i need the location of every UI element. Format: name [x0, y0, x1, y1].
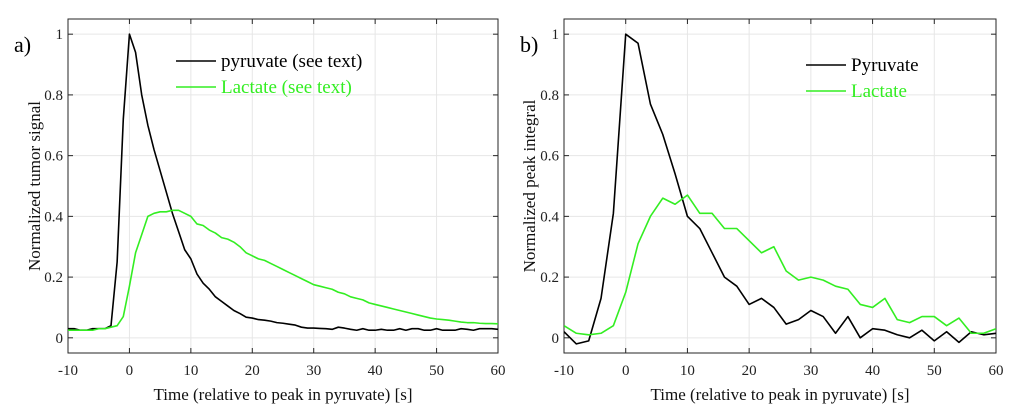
x-axis-label: Time (relative to peak in pyruvate) [s]: [153, 385, 412, 404]
series-line-lactate: [68, 209, 498, 332]
x-tick-label: 40: [368, 363, 383, 379]
x-tick-label: 50: [429, 363, 444, 379]
x-tick-label: 10: [680, 363, 695, 379]
x-tick-label: -10: [554, 363, 574, 379]
legend-entry: pyruvate (see text): [221, 51, 362, 72]
legend-entry: Lactate: [851, 81, 907, 102]
x-tick-label: 30: [306, 363, 321, 379]
x-tick-label: 10: [183, 363, 198, 379]
y-tick-label: 0.2: [44, 270, 63, 286]
x-tick-label: 30: [803, 363, 818, 379]
x-tick-label: 0: [126, 363, 134, 379]
y-tick-label: 1: [552, 27, 560, 43]
legend-entry: Pyruvate: [851, 55, 919, 76]
y-tick-label: 0.6: [44, 149, 63, 165]
series-line-lactate: [564, 194, 996, 336]
series-line-pyruvate: [68, 33, 498, 332]
y-tick-label: 0: [552, 331, 560, 347]
x-tick-label: 40: [865, 363, 880, 379]
x-tick-label: 60: [491, 363, 506, 379]
axes-box: [563, 18, 997, 354]
panel-label: a): [14, 32, 31, 57]
x-tick-label: 60: [989, 363, 1004, 379]
x-tick-label: -10: [58, 363, 78, 379]
chart-panel-2: -10 0 10 20 30 40 50 60 0 0.2 0.4 0.6 0.8 1 Time (rela…: [520, 18, 1004, 404]
y-tick-label: 0.4: [44, 209, 63, 225]
y-tick-label: 0.8: [540, 88, 559, 104]
y-tick-label: 0.8: [44, 88, 63, 104]
y-tick-label: 0.2: [540, 270, 559, 286]
series-line-pyruvate: [564, 33, 996, 345]
axes-box: [67, 18, 499, 354]
legend-entry: Lactate (see text): [221, 77, 352, 98]
x-tick-label: 50: [927, 363, 942, 379]
y-tick-label: 0.4: [540, 209, 559, 225]
y-tick-label: 1: [56, 27, 64, 43]
y-axis-label: Normalized tumor signal: [25, 101, 44, 271]
y-axis-label: Normalized peak integral: [520, 99, 539, 272]
x-tick-label: 0: [622, 363, 630, 379]
x-axis-label: Time (relative to peak in pyruvate) [s]: [650, 385, 909, 404]
y-tick-label: 0.6: [540, 149, 559, 165]
x-tick-label: 20: [742, 363, 757, 379]
panel-label: b): [520, 32, 538, 57]
chart-panel-1: -10 0 10 20 30 40 50 60 0 0.2 0.4 0.6 0.8 1 Time (rela…: [14, 18, 506, 404]
x-tick-label: 20: [245, 363, 260, 379]
y-tick-label: 0: [56, 331, 64, 347]
